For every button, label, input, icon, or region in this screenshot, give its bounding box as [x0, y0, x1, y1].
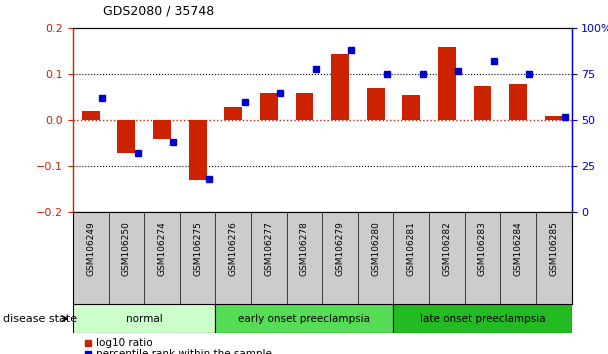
Text: GSM106249: GSM106249	[86, 222, 95, 276]
Text: GSM106283: GSM106283	[478, 222, 487, 276]
Text: disease state: disease state	[3, 314, 77, 324]
Bar	[331, 54, 349, 120]
Bar	[153, 120, 171, 139]
Text: GDS2080 / 35748: GDS2080 / 35748	[103, 5, 215, 18]
Bar	[367, 88, 384, 120]
Text: GSM106277: GSM106277	[264, 222, 274, 276]
Text: GSM106276: GSM106276	[229, 222, 238, 276]
Text: percentile rank within the sample: percentile rank within the sample	[96, 349, 272, 354]
Text: early onset preeclampsia: early onset preeclampsia	[238, 314, 370, 324]
Bar	[402, 95, 420, 120]
Bar	[215, 304, 393, 333]
Bar	[82, 111, 100, 120]
Text: GSM106285: GSM106285	[549, 222, 558, 276]
Bar	[393, 304, 572, 333]
Text: GSM106250: GSM106250	[122, 222, 131, 276]
Bar	[295, 93, 313, 120]
Text: log10 ratio: log10 ratio	[96, 338, 153, 348]
Bar	[73, 304, 215, 333]
Text: GSM106281: GSM106281	[407, 222, 416, 276]
Bar	[188, 120, 207, 180]
Bar	[260, 93, 278, 120]
Bar	[509, 84, 527, 120]
Bar	[117, 120, 135, 153]
Bar	[545, 116, 562, 120]
Text: normal: normal	[126, 314, 162, 324]
Text: GSM106282: GSM106282	[443, 222, 451, 276]
Text: GSM106275: GSM106275	[193, 222, 202, 276]
Text: late onset preeclampsia: late onset preeclampsia	[420, 314, 545, 324]
Text: GSM106279: GSM106279	[336, 222, 345, 276]
Text: GSM106280: GSM106280	[371, 222, 380, 276]
Text: GSM106278: GSM106278	[300, 222, 309, 276]
Text: GSM106274: GSM106274	[157, 222, 167, 276]
Bar	[474, 86, 491, 120]
Bar	[438, 47, 456, 120]
Bar	[224, 107, 242, 120]
Text: GSM106284: GSM106284	[514, 222, 523, 276]
